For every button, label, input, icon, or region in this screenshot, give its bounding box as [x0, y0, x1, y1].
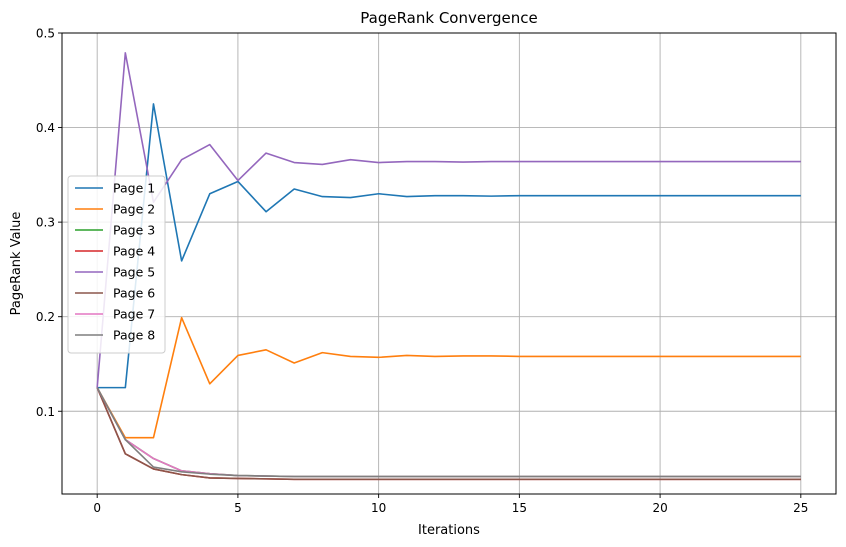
- y-axis-label: PageRank Value: [9, 212, 24, 316]
- legend-box: [67, 175, 166, 354]
- plot-frame: [61, 32, 837, 495]
- legend-label: Page 4: [113, 244, 155, 259]
- legend-label: Page 3: [113, 223, 155, 238]
- x-tick-label: 10: [371, 501, 386, 515]
- series-line-page-1: [97, 103, 801, 389]
- legend-label: Page 5: [113, 265, 155, 280]
- series-line-page-2: [96, 316, 801, 439]
- y-tick-label: 0.4: [36, 121, 55, 135]
- legend-label: Page 8: [113, 328, 155, 343]
- x-tick-label: 20: [652, 501, 667, 515]
- legend-label: Page 7: [113, 307, 155, 322]
- y-axis-ticks: 0.1 0.2 0.3 0.4 0.5: [36, 27, 62, 419]
- y-tick-label: 0.1: [36, 405, 55, 419]
- series-lines: [96, 52, 801, 481]
- x-axis-ticks: 0 5 10 15 20 25: [93, 494, 808, 515]
- x-tick-label: 15: [512, 501, 527, 515]
- y-tick-label: 0.5: [36, 27, 55, 41]
- x-tick-label: 5: [234, 501, 242, 515]
- y-tick-label: 0.2: [36, 310, 55, 324]
- series-line-page-8: [96, 387, 801, 478]
- legend-label: Page 2: [113, 202, 155, 217]
- legend: Page 1 Page 2 Page 3 Page 4 Page 5 Page 6 Page…: [67, 175, 166, 354]
- chart-title: PageRank Convergence: [360, 9, 537, 27]
- x-tick-label: 0: [93, 501, 101, 515]
- y-tick-label: 0.3: [36, 216, 55, 230]
- x-tick-label: 25: [793, 501, 808, 515]
- legend-label: Page 6: [113, 286, 155, 301]
- series-line-page-6: [96, 387, 801, 481]
- legend-label: Page 1: [113, 181, 155, 196]
- x-axis-label: Iterations: [418, 523, 480, 538]
- series-line-page-5: [96, 52, 801, 388]
